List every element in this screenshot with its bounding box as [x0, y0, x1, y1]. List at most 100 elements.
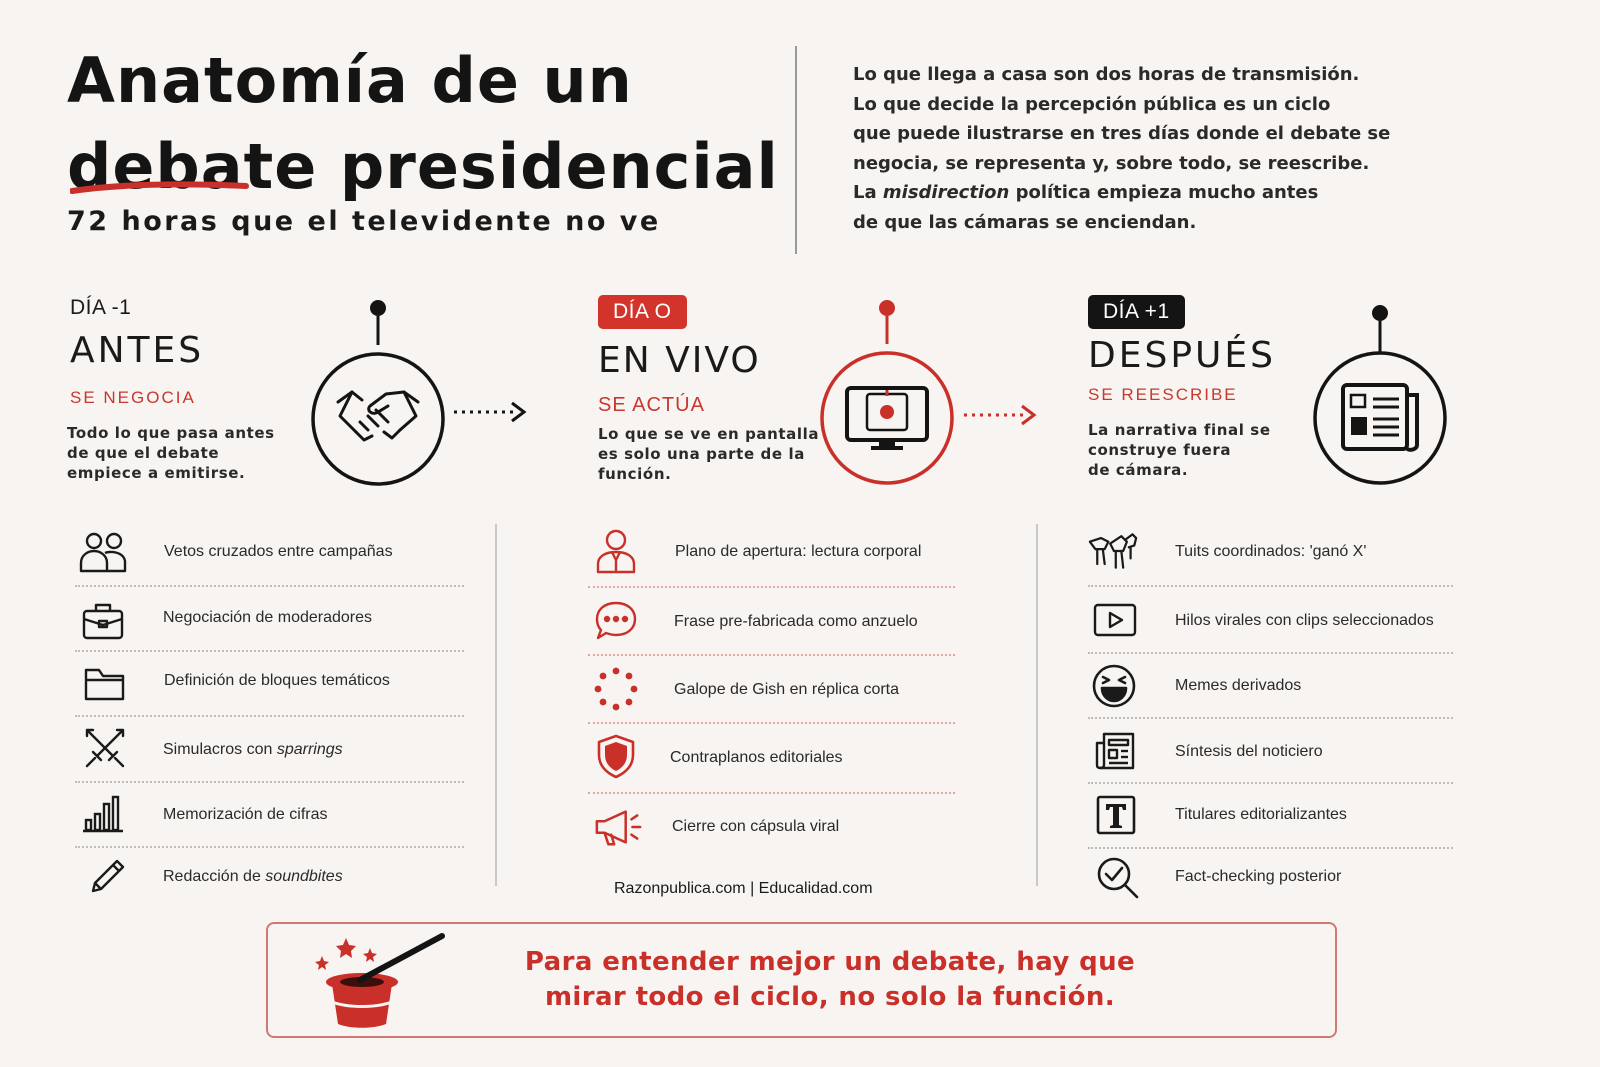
briefcase-icon: [78, 596, 128, 646]
label-text: Simulacros con: [163, 741, 277, 758]
list-item-label: Cierre con cápsula viral: [672, 818, 840, 835]
intro-text: Lo que llega a casa son dos horas de tra…: [853, 60, 1391, 237]
callout-message: Para entender mejor un debate, hay que m…: [430, 945, 1230, 1015]
column-divider: [1036, 524, 1038, 886]
newspaper-icon: [1313, 305, 1447, 485]
intro-line: que puede ilustrarse en tres días donde …: [853, 123, 1391, 144]
title-line-2: debate presidencial: [67, 130, 779, 203]
dotted-separator: [75, 846, 464, 848]
stage-day-badge: DÍA +1: [1088, 295, 1185, 329]
dotted-circle-icon: [591, 664, 641, 714]
intro-line: La misdirection política empieza mucho a…: [853, 178, 1373, 208]
arrow-right-icon: [964, 404, 1037, 426]
title-line-1: Anatomía de un: [67, 44, 633, 117]
crossed-swords-icon: [80, 723, 130, 773]
stage-subtitle: SE ACTÚA: [598, 394, 705, 416]
stage-description: Lo que se ve en pantalla es solo una par…: [598, 424, 819, 484]
dotted-separator: [75, 650, 464, 652]
stage-description: Todo lo que pasa antes de que el debate …: [67, 423, 275, 483]
dotted-separator: [588, 654, 955, 656]
description-line: Lo que se ve en pantalla: [598, 425, 820, 443]
description-line: Todo lo que pasa antes: [67, 424, 275, 442]
list-item-label: Contraplanos editoriales: [670, 749, 843, 766]
description-line: construye fuera: [1088, 441, 1232, 459]
list-item-label: Memes derivados: [1175, 677, 1302, 694]
list-item-label: Simulacros con sparrings: [163, 741, 343, 759]
intro-line: negocia, se representa y, sobre todo, se…: [853, 152, 1370, 174]
dotted-separator: [75, 715, 464, 717]
label-emphasis: soundbites: [265, 868, 343, 885]
arrow-right-icon: [454, 401, 527, 423]
play-icon: [1090, 595, 1140, 645]
dotted-separator: [1088, 652, 1453, 654]
intro-text-part: política empieza mucho antes: [1009, 182, 1319, 203]
dotted-separator: [1088, 717, 1453, 719]
list-item-label: Galope de Gish en réplica corta: [674, 681, 900, 698]
intro-line: Lo que decide la percepción pública es u…: [853, 93, 1331, 115]
callout-line: Para entender mejor un debate, hay que: [524, 947, 1136, 977]
laughing-face-icon: [1089, 661, 1139, 711]
folder-icon: [80, 658, 130, 708]
dotted-separator: [75, 585, 464, 587]
dotted-separator: [1088, 847, 1453, 849]
description-line: de cámara.: [1088, 461, 1189, 479]
source-credit: Razonpublica.com | Educalidad.com: [614, 880, 873, 897]
magnifier-check-icon: [1093, 853, 1143, 903]
list-item-label: Hilos virales con clips seleccionados: [1175, 612, 1434, 629]
handshake-icon: [311, 300, 445, 486]
list-item-label: Vetos cruzados entre campañas: [164, 543, 393, 560]
column-divider: [495, 524, 497, 886]
intro-text-part: La: [853, 182, 883, 203]
stage-description: La narrativa final se construye fuera de…: [1088, 420, 1271, 480]
stage-day-badge: DÍA O: [598, 295, 687, 329]
callout-line: mirar todo el ciclo, no solo la función.: [544, 982, 1116, 1012]
list-item-label: Síntesis del noticiero: [1175, 743, 1323, 760]
label-emphasis: sparrings: [276, 741, 343, 758]
description-line: La narrativa final se: [1088, 421, 1271, 439]
monitor-icon: [820, 300, 954, 485]
stage-subtitle: SE REESCRIBE: [1088, 385, 1238, 404]
dotted-separator: [1088, 585, 1453, 587]
header-divider: [795, 46, 797, 254]
description-line: función.: [598, 465, 672, 483]
description-line: empiece a emitirse.: [67, 464, 246, 482]
stage-day-label: DÍA -1: [70, 296, 132, 319]
speech-bubble-icon: [591, 596, 641, 646]
page-subtitle: 72 horas que el televidente no ve: [67, 206, 661, 237]
list-item-label: Tuits coordinados: 'ganó X': [1175, 543, 1367, 560]
news-doc-icon: [1090, 726, 1140, 776]
stage-title: ANTES: [70, 330, 205, 371]
dotted-separator: [1088, 782, 1453, 784]
page-title: Anatomía de un debate presidencial: [67, 38, 779, 210]
description-line: de que el debate: [67, 444, 220, 462]
pencil-icon: [82, 852, 132, 902]
stage-subtitle: SE NEGOCIA: [70, 388, 196, 407]
intro-line: Lo que llega a casa son dos horas de tra…: [853, 64, 1360, 85]
callout-box: [266, 922, 1337, 1038]
stage-title: EN VIVO: [598, 340, 761, 381]
intro-emphasis: misdirection: [882, 182, 1010, 203]
title-underline: [70, 181, 249, 194]
description-line: es solo una parte de la: [598, 445, 805, 463]
megaphone-icon: [593, 802, 643, 852]
dotted-separator: [588, 792, 955, 794]
list-item-label: Titulares editorializantes: [1175, 806, 1347, 823]
list-item-label: Definición de bloques temáticos: [164, 672, 390, 689]
text-t-icon: [1091, 790, 1141, 840]
intro-line: de que las cámaras se enciendan.: [853, 211, 1197, 233]
shield-icon: [591, 731, 641, 781]
stage-title: DESPUÉS: [1088, 335, 1276, 376]
list-item-label: Frase pre-fabricada como anzuelo: [674, 613, 918, 630]
dotted-separator: [75, 781, 464, 783]
list-item-label: Negociación de moderadores: [163, 609, 373, 626]
dotted-separator: [588, 722, 955, 724]
magic-hat-icon: [315, 933, 445, 1028]
label-text: Redacción de: [163, 868, 266, 885]
list-item-label: Fact-checking posterior: [1175, 868, 1342, 885]
list-item-label: Redacción de soundbites: [163, 868, 343, 886]
dotted-separator: [588, 586, 955, 588]
list-item-label: Plano de apertura: lectura corporal: [675, 543, 922, 560]
people-icon: [78, 528, 128, 578]
birds-icon: [1088, 526, 1138, 576]
list-item-label: Memorización de cifras: [163, 806, 328, 823]
